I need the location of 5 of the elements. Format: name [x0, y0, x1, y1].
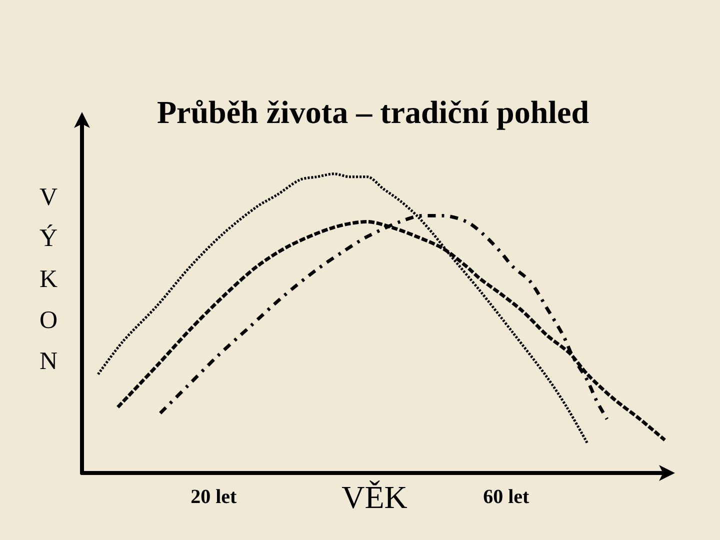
x-tick-label: 60 let — [483, 486, 530, 508]
x-axis-title: VĚK — [342, 479, 408, 515]
chart-title: Průběh života – tradiční pohled — [156, 94, 589, 131]
x-tick-label: 20 let — [190, 486, 238, 508]
y-axis-title: VÝKON — [35, 184, 62, 389]
